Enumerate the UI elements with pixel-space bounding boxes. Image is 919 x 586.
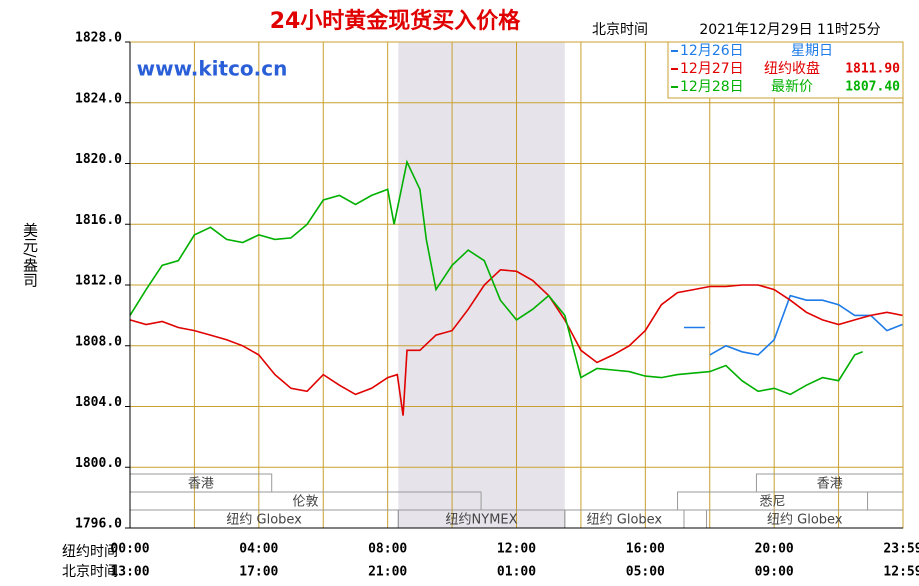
time-label: 北京时间 (592, 22, 648, 38)
y-tick-label: 1824.0 (75, 91, 122, 106)
series-line (129, 268, 903, 416)
watermark: www.kitco.cn (137, 57, 288, 81)
x-tick-label: 00:00 (110, 542, 149, 557)
legend-text: 最新价 (771, 79, 813, 95)
session-label: 纽约NYMEX (446, 513, 518, 528)
plot-area (129, 41, 904, 529)
x-tick-label: 04:00 (239, 542, 278, 557)
y-tick-label: 1804.0 (75, 395, 122, 410)
x-axis-label: 纽约时间 (62, 544, 118, 560)
x-tick-label: 08:00 (368, 542, 407, 557)
timestamp: 2021年12月29日 11时25分 (699, 22, 880, 38)
legend-value: 1807.40 (845, 80, 900, 95)
legend-name: 12月26日 (680, 43, 744, 59)
y-axis-label: 美元/盎司 (21, 222, 39, 287)
session-label: 香港 (188, 477, 214, 492)
legend-name: 12月27日 (680, 61, 744, 77)
legend-name: 12月28日 (680, 79, 744, 95)
x2-axis-label: 北京时间 (62, 564, 118, 580)
x2-tick-label: 05:00 (626, 565, 665, 580)
x2-tick-label: 12:59 (883, 565, 919, 580)
y-tick-label: 1796.0 (75, 517, 122, 532)
y-tick-label: 1816.0 (75, 213, 122, 228)
x2-tick-label: 09:00 (755, 565, 794, 580)
x2-tick-label: 21:00 (368, 565, 407, 580)
series-line (129, 159, 863, 396)
legend-box (667, 41, 904, 99)
x2-tick-label: 13:00 (110, 565, 149, 580)
session-label: 纽约 Globex (767, 513, 843, 528)
legend-value: 1811.90 (845, 62, 900, 77)
y-tick-label: 1800.0 (75, 456, 122, 471)
legend-text: 纽约收盘 (764, 60, 820, 77)
legend-text: 星期日 (791, 43, 833, 59)
x2-tick-label: 17:00 (239, 565, 278, 580)
y-tick-label: 1820.0 (75, 152, 122, 167)
session-label: 纽约 Globex (587, 513, 663, 528)
session-label: 伦敦 (293, 494, 319, 510)
session-label: 香港 (817, 477, 843, 492)
x-tick-label: 16:00 (626, 542, 665, 557)
x-tick-label: 23:59 (883, 542, 919, 557)
chart-title: 24小时黄金现货买入价格 (270, 8, 522, 34)
session-label: 纽约 Globex (226, 513, 302, 528)
x2-tick-label: 01:00 (497, 565, 536, 580)
x-tick-label: 20:00 (755, 542, 794, 557)
x-tick-label: 12:00 (497, 542, 536, 557)
y-tick-label: 1828.0 (75, 31, 122, 46)
y-tick-label: 1808.0 (75, 334, 122, 349)
session-label: 悉尼 (760, 495, 786, 510)
y-tick-label: 1812.0 (75, 274, 122, 289)
